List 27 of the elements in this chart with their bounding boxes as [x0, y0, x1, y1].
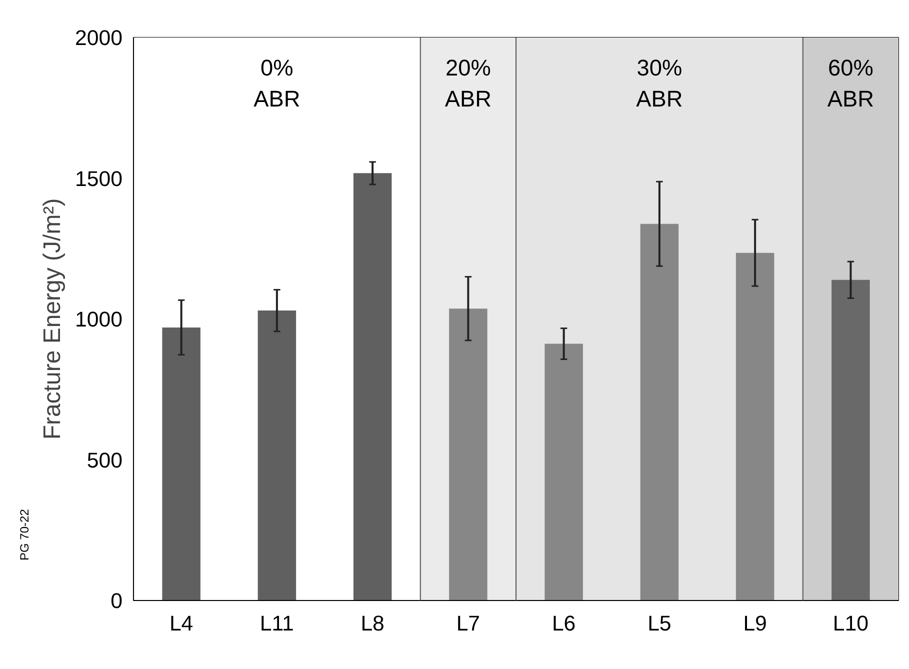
bar	[449, 308, 488, 600]
y-tick-label: 500	[86, 448, 123, 472]
y-tick-label: 1000	[75, 308, 123, 332]
band-label: 0% ABR	[254, 54, 300, 112]
bar	[736, 252, 774, 600]
bar	[640, 224, 679, 600]
bar	[162, 327, 200, 600]
x-tick-label: L11	[260, 612, 294, 636]
x-tick-label: L10	[832, 612, 869, 636]
bar	[544, 344, 583, 600]
x-tick-label: L6	[552, 612, 576, 636]
bar	[258, 310, 296, 600]
bar	[832, 280, 870, 600]
band-label: 20% ABR	[444, 54, 492, 112]
y-axis-title: Fracture Energy (J/m²)	[39, 198, 66, 440]
band-label: 30% ABR	[636, 54, 683, 112]
x-tick-label: L7	[456, 612, 480, 636]
text: PG 70-22	[18, 508, 32, 560]
y-tick-label: 1500	[75, 166, 123, 191]
x-tick-label: L5	[648, 612, 672, 636]
x-tick-label: L9	[743, 612, 767, 636]
x-tick-label: L4	[169, 612, 194, 636]
y-tick-label: 2000	[75, 26, 123, 50]
y-tick-label: 0	[110, 589, 123, 613]
band-label: 60% ABR	[827, 54, 874, 112]
x-tick-label: L8	[360, 612, 384, 636]
bar	[353, 173, 392, 600]
